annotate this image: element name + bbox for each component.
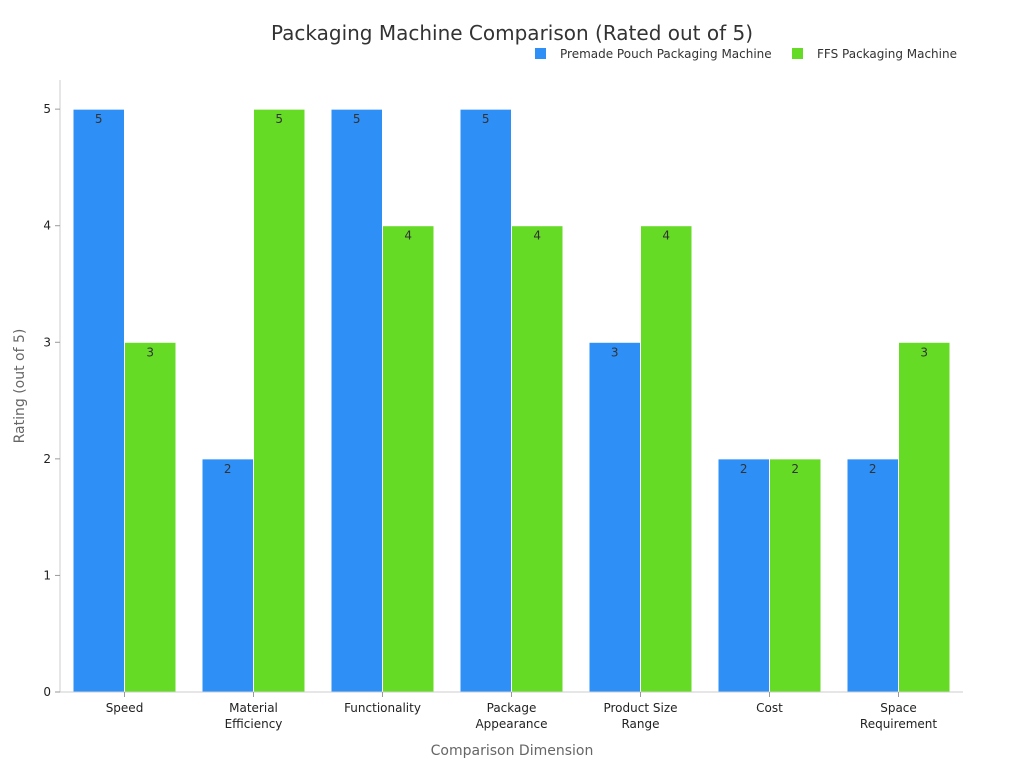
bar[interactable]: [588, 341, 641, 693]
y-tick-label: 4: [43, 219, 51, 233]
bar-value-label: 4: [533, 229, 541, 243]
x-tick-label: Speed: [106, 701, 144, 715]
bar-value-label: 2: [869, 462, 877, 476]
bar[interactable]: [459, 108, 512, 693]
bar[interactable]: [330, 108, 383, 693]
bar[interactable]: [253, 108, 306, 693]
bars-group: [72, 108, 951, 693]
bar[interactable]: [846, 458, 899, 693]
bar[interactable]: [124, 341, 177, 693]
bar-value-label: 5: [482, 112, 490, 126]
x-tick-label: Space Requirement: [860, 701, 937, 731]
bar-value-label: 5: [95, 112, 103, 126]
bar-value-label: 4: [404, 229, 412, 243]
legend-item[interactable]: Premade Pouch Packaging Machine: [535, 47, 772, 61]
x-tick-label: Product Size Range: [603, 701, 677, 731]
bar[interactable]: [640, 225, 693, 693]
bar-value-label: 2: [224, 462, 232, 476]
y-ticks-group: 0 1 2 3 4 5: [43, 102, 60, 699]
legend-label: FFS Packaging Machine: [817, 47, 957, 61]
y-tick-label: 3: [43, 335, 51, 349]
bar[interactable]: [717, 458, 770, 693]
y-tick-label: 0: [43, 685, 51, 699]
bar-value-label: 4: [662, 229, 670, 243]
x-tick-label: Functionality: [344, 701, 421, 715]
y-tick-label: 1: [43, 568, 51, 582]
x-axis-title: Comparison Dimension: [431, 743, 594, 759]
bar-value-label: 3: [611, 345, 619, 359]
legend: Premade Pouch Packaging Machine FFS Packa…: [535, 47, 957, 61]
y-axis-title: Rating (out of 5): [12, 329, 28, 444]
legend-swatch: [792, 48, 803, 59]
bar[interactable]: [72, 108, 125, 693]
bar[interactable]: [201, 458, 254, 693]
x-tick-label: Cost: [756, 701, 783, 715]
y-tick-label: 5: [43, 102, 51, 116]
data-labels-group: 5 3 2 5 5 4 5 4 3 4 2 2 2 3: [95, 112, 928, 476]
bar[interactable]: [382, 225, 435, 693]
bar-value-label: 3: [146, 345, 154, 359]
bar-value-label: 5: [275, 112, 283, 126]
legend-swatch: [535, 48, 546, 59]
x-ticks-group: Speed Material Efficiency Functionality Pack…: [106, 692, 937, 731]
x-tick-label: Package Appearance: [475, 701, 547, 731]
bar-value-label: 2: [791, 462, 799, 476]
bar-value-label: 3: [920, 345, 928, 359]
bar[interactable]: [511, 225, 564, 693]
bar[interactable]: [769, 458, 822, 693]
legend-item[interactable]: FFS Packaging Machine: [792, 47, 957, 61]
bar-value-label: 2: [740, 462, 748, 476]
y-tick-label: 2: [43, 452, 51, 466]
bar-value-label: 5: [353, 112, 361, 126]
chart-title: Packaging Machine Comparison (Rated out …: [271, 21, 753, 45]
bar[interactable]: [898, 341, 951, 693]
x-tick-label: Material Efficiency: [225, 701, 283, 731]
legend-label: Premade Pouch Packaging Machine: [560, 47, 772, 61]
